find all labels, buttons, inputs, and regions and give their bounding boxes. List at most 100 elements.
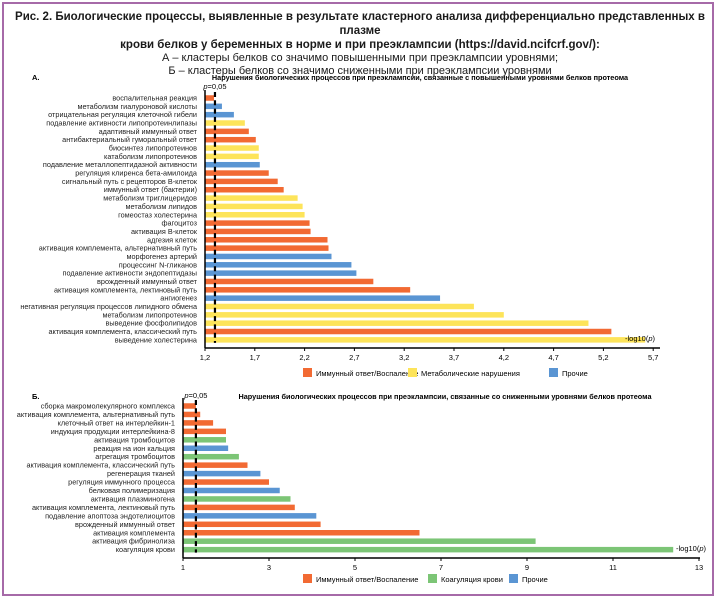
category-label-a-14: гомеостаз холестерина: [118, 210, 198, 219]
category-label-a-3: подавление активности липопротеинлипазы: [46, 119, 197, 128]
bar-a-23: [205, 287, 411, 293]
legend-swatch-a-other: [549, 368, 558, 377]
figure-frame: [2, 2, 714, 596]
x-tick-label-b-2: 5: [353, 563, 357, 572]
bar-a-14: [205, 212, 305, 218]
bar-b-6: [183, 453, 239, 460]
category-label-a-25: негативная регуляция процессов липидного…: [20, 302, 198, 311]
x-tick-label-b-3: 7: [439, 563, 443, 572]
bar-a-5: [205, 136, 256, 143]
category-label-a-27: выведение фосфолипидов: [106, 319, 198, 328]
bar-a-26: [205, 312, 504, 318]
x-tick-label-b-4: 9: [525, 563, 529, 572]
bar-a-24: [205, 295, 441, 301]
category-label-b-16: активация фибринолиза: [92, 537, 176, 546]
bar-a-17: [205, 237, 328, 243]
bar-b-5: [183, 445, 229, 451]
bar-b-4: [183, 437, 226, 443]
category-label-a-1: метаболизм гиалуроновой кислоты: [78, 102, 197, 111]
bar-a-9: [205, 170, 269, 176]
bar-b-17: [183, 546, 674, 553]
legend-swatch-b-other: [509, 574, 518, 583]
legend-swatch-b-coagulation: [428, 574, 437, 583]
bar-a-19: [205, 253, 332, 260]
category-label-a-26: метаболизм липопротеинов: [102, 310, 197, 319]
threshold-label-b: p=0,05: [183, 391, 207, 400]
bar-a-27: [205, 320, 589, 326]
x-tick-label-a-3: 2,7: [349, 353, 359, 362]
category-label-a-8: подавление металлопептидазной активности: [43, 160, 197, 169]
x-tick-label-a-1: 1,7: [250, 353, 260, 362]
category-label-b-9: регуляция иммунного процесса: [68, 478, 176, 487]
bar-b-14: [183, 521, 321, 528]
x-tick-label-b-5: 11: [609, 563, 617, 572]
category-label-a-16: активация B-клеток: [131, 227, 198, 236]
category-label-b-13: подавление апоптоза эндотелиоцитов: [45, 511, 175, 520]
category-label-a-10: сигнальный путь с рецепторов B-клеток: [62, 177, 198, 186]
category-label-a-17: адгезия клеток: [147, 235, 198, 244]
category-label-a-21: подавление активности эндопептидазы: [63, 269, 197, 278]
category-label-a-5: антибактериальный гуморальный ответ: [62, 135, 198, 144]
bar-a-29: [205, 337, 646, 343]
bar-a-7: [205, 153, 259, 160]
category-label-a-12: метаболизм триглицеридов: [103, 194, 197, 203]
category-label-a-20: процессинг N-гликанов: [119, 260, 197, 269]
x-tick-label-a-6: 4,2: [499, 353, 509, 362]
legend-label-a-immune: Иммунный ответ/Воспаление: [316, 369, 418, 378]
x-tick-label-a-0: 1,2: [200, 353, 210, 362]
bar-a-25: [205, 303, 474, 310]
category-label-a-23: активация комплемента, лектиновый путь: [54, 285, 197, 294]
panel-label-a: А.: [32, 73, 40, 82]
bar-a-13: [205, 203, 303, 210]
category-label-a-28: активация комплемента, классический путь: [48, 327, 197, 336]
legend-swatch-a-immune: [303, 368, 312, 377]
category-label-a-29: выведение холестерина: [115, 335, 198, 344]
category-label-a-24: ангиогенез: [160, 294, 197, 303]
bar-b-15: [183, 530, 420, 536]
category-label-b-1: активация комплемента, альтернативный пу…: [17, 410, 175, 419]
category-label-b-2: клеточный ответ на интерлейкин-1: [58, 418, 175, 427]
bar-b-8: [183, 470, 261, 477]
bar-b-2: [183, 420, 214, 426]
legend-swatch-a-metabolic: [408, 368, 417, 377]
bar-b-13: [183, 513, 317, 519]
bar-b-16: [183, 538, 536, 544]
bar-b-7: [183, 462, 248, 468]
bar-a-15: [205, 220, 310, 226]
bar-a-12: [205, 195, 298, 201]
category-label-a-13: метаболизм липидов: [125, 202, 197, 211]
legend-label-a-metabolic: Метаболические нарушения: [421, 369, 520, 378]
category-label-b-0: сборка макромолекулярного комплекса: [41, 402, 176, 411]
bar-a-21: [205, 270, 357, 276]
bar-b-12: [183, 504, 295, 511]
bar-a-11: [205, 186, 284, 193]
bar-a-1: [205, 103, 222, 110]
bar-a-22: [205, 278, 374, 285]
category-label-a-11: иммунный ответ (бактерии): [104, 185, 197, 194]
bar-b-0: [183, 403, 196, 409]
category-label-a-4: адаптивный иммунный ответ: [99, 127, 198, 136]
bar-b-9: [183, 479, 269, 485]
x-tick-label-b-1: 3: [267, 563, 271, 572]
category-label-b-5: реакция на ион кальция: [93, 444, 175, 453]
bar-b-1: [183, 411, 201, 418]
category-label-a-0: воспалительная реакция: [112, 94, 197, 103]
category-label-b-6: агрегация тромбоцитов: [95, 452, 175, 461]
bar-b-3: [183, 428, 226, 435]
chart-title-a: Нарушения биологических процессов при пр…: [212, 73, 629, 82]
category-label-b-10: белковая полимеризация: [89, 486, 175, 495]
threshold-label-a: p=0,05: [202, 82, 226, 91]
bar-b-10: [183, 487, 280, 494]
category-label-b-3: индукция продукции интерлейкина-8: [51, 427, 175, 436]
x-tick-label-a-9: 5,7: [648, 353, 658, 362]
category-label-a-22: врожденный иммунный ответ: [97, 277, 198, 286]
x-tick-label-b-6: 13: [695, 563, 703, 572]
caption-panel-a-description: А – кластеры белков со значимо повышенны…: [161, 52, 559, 64]
bar-a-6: [205, 145, 259, 151]
x-tick-label-b-0: 1: [181, 563, 185, 572]
x-tick-label-a-5: 3,7: [449, 353, 459, 362]
legend-label-b-coagulation: Коагуляция крови: [441, 575, 503, 584]
bar-a-0: [205, 95, 214, 101]
x-axis-label-a: -log10(p): [625, 334, 656, 343]
